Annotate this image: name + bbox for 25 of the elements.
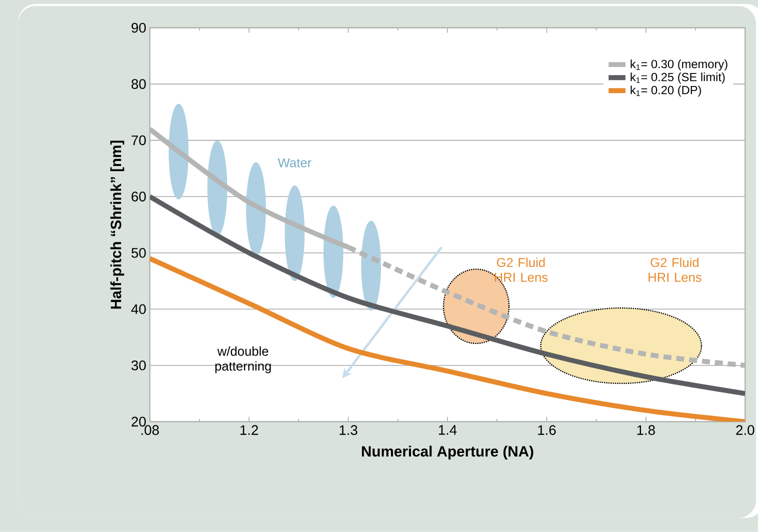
legend-label: k$_{1}$= 0.20 (DP): [630, 86, 701, 97]
x-tick-label: 1.8: [637, 425, 655, 436]
y-tick-label: 80: [132, 79, 146, 90]
x-tick-label: 2.0: [736, 425, 754, 436]
x-tick-label: 1.2: [240, 425, 258, 435]
y-tick-label: 70: [132, 136, 146, 146]
annotation: Water: [278, 158, 312, 168]
x-tick-label: 1.4: [438, 425, 457, 435]
y-tick-label: 30: [131, 360, 146, 370]
legend-label: k$_{1}$= 0.30 (memory): [630, 60, 728, 71]
line-series: [150, 256, 746, 422]
annotation: G2 Fluid HRI Lens: [648, 258, 702, 282]
y-tick-label: 60: [132, 192, 146, 202]
y-tick-label: 40: [131, 304, 146, 314]
x-tick-label: 1.6: [538, 425, 556, 436]
y-tick-label: 50: [132, 248, 146, 258]
x-tick-label: 1.3: [340, 425, 358, 436]
x-axis-title: Numerical Aperture (NA): [362, 446, 534, 460]
y-tick-label: 90: [132, 22, 146, 33]
annotation: w/double patterning: [215, 346, 271, 374]
line-series: [150, 194, 746, 396]
x-tick-label: .08: [141, 425, 159, 436]
legend-label: k$_{1}$= 0.25 (SE limit): [630, 72, 725, 84]
y-tick-label: 20: [132, 416, 146, 427]
y-axis-title: Half-pitch “Shrink” [nm]: [110, 140, 124, 309]
